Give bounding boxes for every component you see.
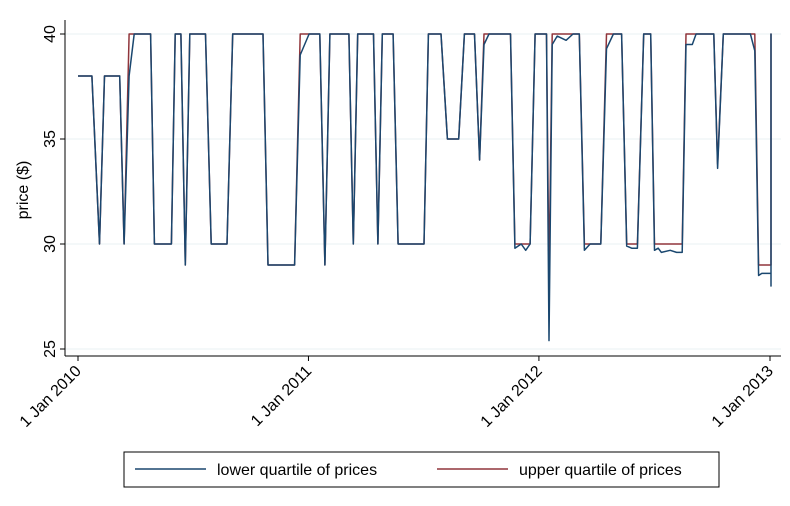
y-tick-label: 30 bbox=[42, 235, 59, 253]
x-tick-label: 1 Jan 2011 bbox=[248, 363, 315, 430]
y-axis-label: price ($) bbox=[15, 161, 32, 220]
x-tick-label: 1 Jan 2013 bbox=[709, 363, 777, 431]
y-tick-label: 35 bbox=[42, 130, 59, 148]
y-tick-label: 25 bbox=[42, 340, 59, 358]
legend-box bbox=[123, 451, 720, 488]
x-tick-label: 1 Jan 2012 bbox=[478, 363, 546, 431]
axes: 25 30 35 40 1 Jan 2010 1 Jan 2011 1 Jan 2012 1 … bbox=[17, 20, 781, 431]
legend-label-upper-quartile: upper quartile of prices bbox=[519, 462, 682, 479]
x-tick-label: 1 Jan 2010 bbox=[17, 363, 85, 431]
legend: lower quartile of prices upper quartile … bbox=[123, 451, 720, 488]
series-line-lower-quartile bbox=[78, 33, 772, 342]
legend-label-lower-quartile: lower quartile of prices bbox=[217, 462, 377, 479]
series-layer bbox=[78, 33, 772, 342]
y-tick-label: 40 bbox=[42, 25, 59, 43]
